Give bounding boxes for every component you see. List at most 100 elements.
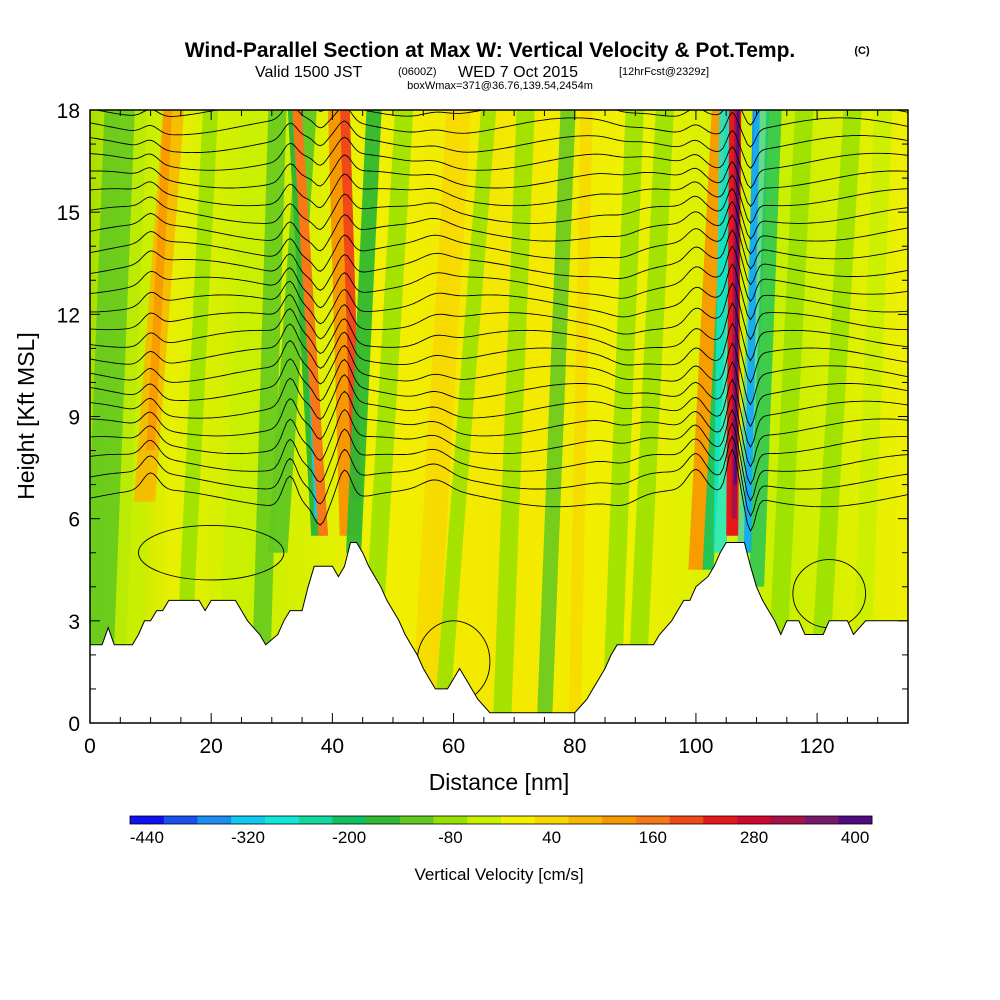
colorbar-label: 280 — [740, 828, 768, 847]
colorbar-swatch — [231, 816, 266, 824]
y-tick-label: 3 — [68, 611, 80, 634]
weak-band-3 — [215, 110, 261, 723]
colorbar-swatch — [163, 816, 198, 824]
colorbar-label: -80 — [438, 828, 463, 847]
isentrope-10 — [90, 282, 908, 341]
valid-prefix: Valid 1500 JST — [255, 64, 363, 81]
colorbar-label: 400 — [841, 828, 869, 847]
colorbar-label: -320 — [231, 828, 265, 847]
isentrope-15 — [90, 200, 908, 255]
weak-band-6 — [411, 110, 471, 723]
isentrope-21 — [90, 110, 908, 148]
chart-title: Wind-Parallel Section at Max W: Vertical… — [185, 39, 796, 62]
colorbar-title: Vertical Velocity [cm/s] — [414, 865, 583, 884]
isentrope-20 — [90, 120, 908, 169]
colorbar-swatch — [534, 816, 569, 824]
y-axis-label: Height [Kft MSL] — [13, 332, 39, 499]
y-tick-label: 18 — [57, 100, 80, 123]
x-tick-label: 60 — [442, 735, 465, 758]
colorbar-swatch — [737, 816, 772, 824]
isentrope-6 — [90, 358, 908, 428]
isentrope-12 — [90, 245, 908, 309]
weak-band-7 — [433, 110, 497, 723]
weak-band-10 — [568, 110, 593, 723]
colorbar-swatch — [264, 816, 299, 824]
weak-band-13 — [765, 110, 814, 723]
y-tick-label: 9 — [68, 407, 80, 430]
colorbar: -440 -320 -200 -80 40 160 280 400 — [129, 815, 873, 847]
weak-band-4 — [250, 110, 287, 723]
x-tick-label: 20 — [200, 735, 223, 758]
updraft-core-west — [146, 110, 173, 451]
downdraft-band-east-outer — [748, 110, 782, 587]
colorbar-swatch — [332, 816, 367, 824]
colorbar-swatch — [399, 816, 434, 824]
isentrope-8 — [90, 322, 908, 384]
isentrope-11 — [90, 263, 908, 325]
isentrope-19 — [90, 136, 908, 189]
isentrope-13 — [90, 229, 908, 291]
colorbar-swatch — [197, 816, 232, 824]
forecast-info: [12hrFcst@2329z] — [619, 66, 709, 78]
y-tick-label: 12 — [57, 304, 80, 327]
x-axis-label: Distance [nm] — [429, 769, 570, 795]
colorbar-label: -440 — [130, 828, 164, 847]
downdraft-band-east — [737, 110, 770, 553]
colorbar-swatch — [804, 816, 839, 824]
valid-time-line: Valid 1500 JST (0600Z) WED 7 Oct 2015 [1… — [255, 64, 709, 81]
isentrope-16 — [90, 187, 908, 240]
y-tick-label: 0 — [68, 713, 80, 736]
weak-band-9 — [536, 110, 576, 723]
weak-band-11 — [602, 110, 644, 723]
weak-band-15 — [850, 110, 893, 723]
colorbar-swatch — [298, 816, 333, 824]
low-contour-0 — [138, 525, 285, 581]
colorbar-label: -200 — [332, 828, 366, 847]
colorbar-swatch — [669, 816, 704, 824]
weak-band-14 — [808, 110, 862, 723]
weak-band-5 — [359, 110, 414, 723]
weak-band-12 — [626, 110, 674, 723]
colorbar-swatch — [703, 816, 738, 824]
isentrope-9 — [90, 302, 908, 362]
colorbar-swatch — [366, 816, 401, 824]
isentrope-17 — [90, 173, 908, 224]
weak-band-2 — [173, 110, 218, 723]
isentrope-2 — [90, 422, 908, 502]
colorbar-frame — [129, 815, 873, 825]
y-tick-label: 15 — [57, 202, 80, 225]
isentrope-lines — [90, 110, 908, 704]
colorbar-swatch — [602, 816, 637, 824]
y-axis: 0 3 6 9 12 15 18 — [57, 100, 908, 736]
colorbar-swatch — [838, 816, 873, 824]
isentrope-14 — [90, 214, 908, 272]
colorbar-swatch — [501, 816, 536, 824]
isentrope-7 — [90, 340, 908, 406]
x-tick-label: 100 — [678, 735, 713, 758]
x-tick-label: 120 — [800, 735, 835, 758]
isentrope-5 — [90, 374, 908, 449]
colorbar-swatch — [130, 816, 165, 824]
valid-utc: (0600Z) — [398, 66, 437, 78]
x-tick-label: 40 — [321, 735, 344, 758]
colorbar-label: 40 — [542, 828, 561, 847]
x-axis: 0 20 40 60 80 100 120 — [84, 110, 909, 758]
isentrope-3 — [90, 408, 908, 486]
colorbar-label: 160 — [639, 828, 667, 847]
downdraft-band-b — [346, 110, 382, 553]
plot-area — [90, 110, 908, 723]
colorbar-swatch — [635, 816, 670, 824]
terrain-mask — [90, 542, 908, 723]
colorbar-swatch — [568, 816, 603, 824]
colorbar-swatch — [467, 816, 502, 824]
boxwmax-info: boxWmax=371@36.76,139.54,2454m — [407, 80, 593, 92]
weak-band-8 — [492, 110, 535, 723]
x-tick-label: 80 — [563, 735, 586, 758]
isentrope-1 — [90, 435, 908, 518]
velocity-bands — [90, 110, 893, 723]
colorbar-swatch — [770, 816, 805, 824]
y-tick-label: 6 — [68, 509, 80, 532]
isentrope-18 — [90, 154, 908, 207]
copyright-mark: (C) — [854, 45, 870, 57]
